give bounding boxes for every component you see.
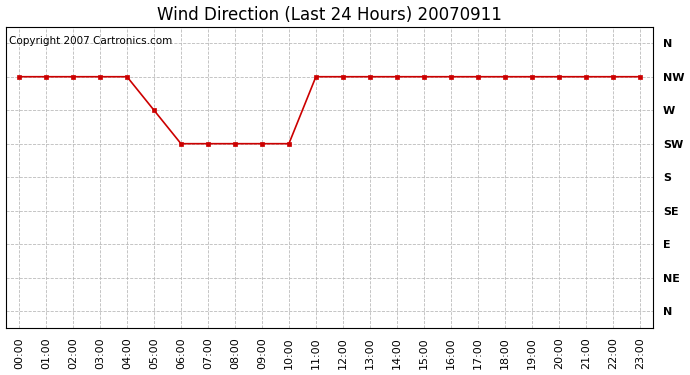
Text: Copyright 2007 Cartronics.com: Copyright 2007 Cartronics.com [9,36,172,45]
Title: Wind Direction (Last 24 Hours) 20070911: Wind Direction (Last 24 Hours) 20070911 [157,6,502,24]
